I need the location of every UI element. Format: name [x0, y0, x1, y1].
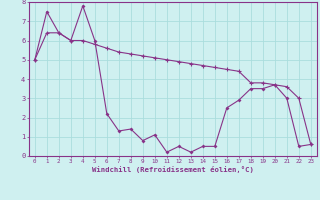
X-axis label: Windchill (Refroidissement éolien,°C): Windchill (Refroidissement éolien,°C) — [92, 166, 254, 173]
